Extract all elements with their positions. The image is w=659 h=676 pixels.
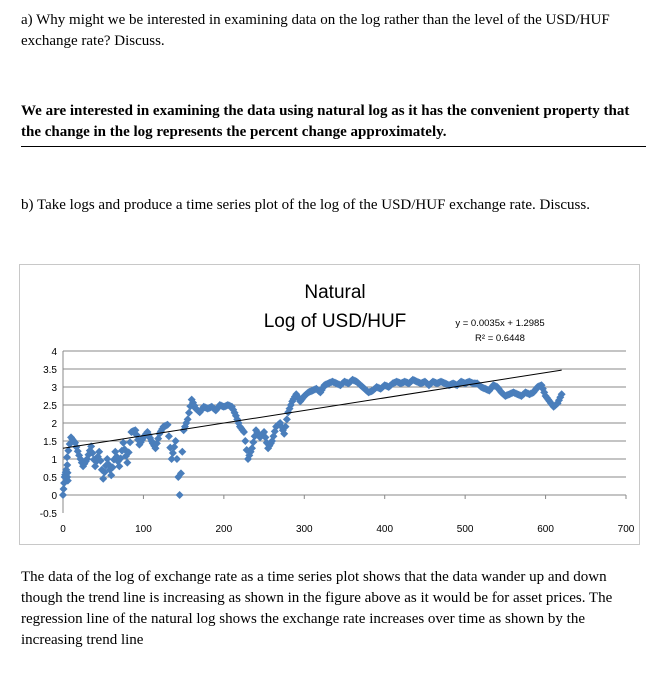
chart-title-line2: Log of USD/HUF [264,311,407,332]
data-point [170,443,179,451]
data-point [164,432,173,441]
data-point [163,420,172,429]
answer-a: We are interested in examining the data … [21,101,646,147]
data-point [96,456,105,465]
data-point [249,438,258,447]
data-point [76,455,85,463]
trendline-r2: R² = 0.6448 [475,333,525,344]
data-point [103,455,112,463]
y-tick-label: -0.5 [40,509,58,520]
data-point [131,426,140,435]
data-point [178,447,187,456]
data-point [107,471,116,480]
data-point [171,437,180,445]
y-tick-label: 0 [51,491,57,502]
y-tick-label: 1 [51,455,57,466]
data-point [246,447,255,456]
y-tick-label: 2.5 [43,401,57,412]
chart-title-line1: Natural [304,282,365,303]
discussion-text: The data of the log of exchange rate as … [21,569,613,648]
trendline-equation: y = 0.0035x + 1.2985 [455,318,544,329]
data-point [172,455,181,463]
data-point [105,465,114,474]
data-point [63,468,72,477]
data-point [108,463,117,472]
data-point [115,462,124,471]
x-tick-label: 600 [537,524,554,535]
data-point [261,433,270,442]
data-point [282,415,291,424]
x-tick-label: 0 [60,524,66,535]
y-tick-label: 4 [51,347,57,358]
data-point [59,491,67,499]
data-point [95,447,104,456]
data-point [88,449,97,457]
data-point [537,381,546,390]
data-point [280,429,289,438]
data-point [557,390,566,399]
data-point [167,455,176,463]
y-tick-label: 3.5 [43,365,57,376]
data-point [59,485,68,493]
question-b: b) Take logs and produce a time series p… [21,197,590,213]
data-point [239,428,248,436]
data-point [176,469,185,478]
x-tick-label: 500 [457,524,474,535]
data-point [63,476,72,485]
y-tick-label: 2 [51,419,57,430]
y-tick-label: 1.5 [43,437,57,448]
data-point [63,453,72,462]
data-point [123,458,132,467]
data-point [64,446,73,455]
data-point [99,474,108,483]
data-point [119,438,128,447]
data-point [168,449,177,457]
data-point [248,444,257,453]
data-point [73,447,82,456]
data-point [185,408,194,417]
x-tick-label: 200 [216,524,233,535]
x-tick-label: 300 [296,524,313,535]
data-point [281,422,290,431]
data-point [183,415,192,424]
x-tick-label: 400 [376,524,393,535]
chart-svg: Natural Log of USD/HUF y = 0.0035x + 1.2… [40,282,635,535]
data-point [126,438,135,447]
data-point [241,437,250,445]
y-tick-label: 3 [51,383,57,394]
question-a: a) Why might we be interested in examini… [21,12,610,49]
data-point [175,491,184,499]
trend-line [62,369,562,449]
x-tick-label: 700 [618,524,635,535]
data-point [260,428,269,436]
data-point [124,448,133,457]
chart-frame: Natural Log of USD/HUF y = 0.0035x + 1.2… [19,264,640,545]
x-tick-label: 100 [135,524,152,535]
data-point [84,450,93,459]
y-tick-label: 0.5 [43,473,57,484]
